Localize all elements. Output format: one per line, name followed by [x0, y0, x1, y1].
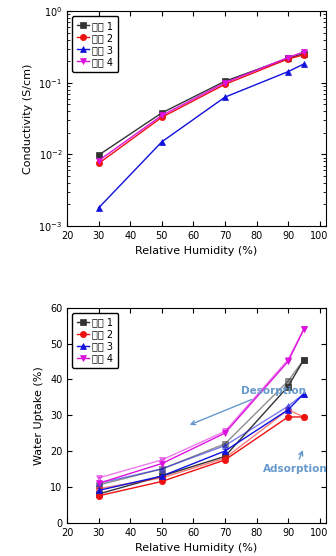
- 후보 4: [223, 80, 227, 86]
- 후보 1: [97, 490, 101, 497]
- Text: Desorption: Desorption: [191, 386, 306, 425]
- Y-axis label: Water Uptake (%): Water Uptake (%): [34, 366, 44, 465]
- X-axis label: Relative Humidity (%): Relative Humidity (%): [135, 543, 258, 553]
- 후보 2: [302, 414, 306, 420]
- 후보 3: [223, 94, 227, 101]
- Legend: 후보 1, 후보 2, 후보 3, 후보 4: 후보 1, 후보 2, 후보 3, 후보 4: [72, 16, 119, 72]
- Line: 후보 2: 후보 2: [96, 52, 307, 166]
- 후보 3: [286, 406, 290, 413]
- 후보 3: [160, 473, 164, 479]
- 후보 3: [302, 61, 306, 67]
- 후보 1: [302, 50, 306, 57]
- 후보 1: [302, 356, 306, 363]
- 후보 1: [223, 453, 227, 460]
- Line: 후보 1: 후보 1: [96, 356, 307, 497]
- Y-axis label: Conductivity (S/cm): Conductivity (S/cm): [23, 63, 33, 174]
- 후보 2: [223, 456, 227, 463]
- Line: 후보 3: 후보 3: [96, 390, 307, 494]
- 후보 3: [97, 205, 101, 211]
- X-axis label: Relative Humidity (%): Relative Humidity (%): [135, 246, 258, 256]
- 후보 3: [223, 448, 227, 454]
- 후보 1: [286, 383, 290, 390]
- 후보 1: [160, 110, 164, 116]
- 후보 4: [160, 112, 164, 119]
- 후보 4: [97, 157, 101, 164]
- 후보 1: [286, 55, 290, 62]
- 후보 2: [160, 114, 164, 121]
- 후보 4: [302, 48, 306, 55]
- 후보 3: [97, 487, 101, 494]
- 후보 1: [223, 78, 227, 85]
- Line: 후보 4: 후보 4: [96, 326, 307, 486]
- Text: Adsorption: Adsorption: [263, 451, 328, 474]
- Line: 후보 2: 후보 2: [96, 414, 307, 499]
- 후보 2: [160, 478, 164, 485]
- 후보 3: [302, 390, 306, 397]
- 후보 1: [160, 473, 164, 479]
- 후보 4: [302, 326, 306, 332]
- 후보 2: [302, 52, 306, 58]
- 후보 2: [97, 160, 101, 167]
- Line: 후보 1: 후보 1: [96, 51, 307, 158]
- Line: 후보 4: 후보 4: [96, 49, 307, 163]
- 후보 4: [160, 460, 164, 467]
- Legend: 후보 1, 후보 2, 후보 3, 후보 4: 후보 1, 후보 2, 후보 3, 후보 4: [72, 312, 119, 368]
- 후보 3: [160, 138, 164, 145]
- 후보 2: [286, 56, 290, 62]
- 후보 4: [97, 480, 101, 486]
- 후보 2: [286, 414, 290, 420]
- Line: 후보 3: 후보 3: [96, 61, 307, 211]
- 후보 2: [223, 81, 227, 88]
- 후보 2: [97, 493, 101, 499]
- 후보 1: [97, 152, 101, 158]
- 후보 4: [286, 54, 290, 61]
- 후보 3: [286, 68, 290, 75]
- 후보 4: [223, 430, 227, 436]
- 후보 4: [286, 358, 290, 365]
